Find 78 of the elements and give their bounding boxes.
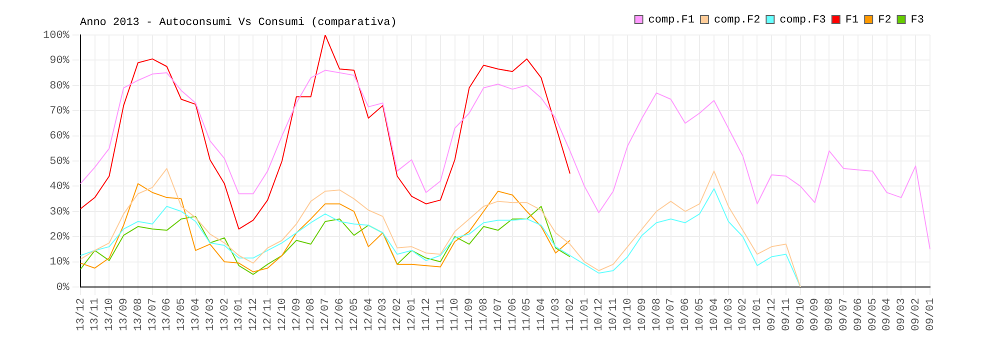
x-tick-label: 11/10	[450, 298, 462, 332]
x-tick-label: 12/06	[334, 298, 347, 332]
x-tick-label: 13/08	[132, 298, 145, 332]
y-tick-label: 0%	[56, 282, 70, 294]
y-tick-label: 90%	[50, 55, 70, 68]
x-tick-label: 11/07	[492, 298, 505, 332]
x-tick-label: 12/11	[262, 298, 275, 332]
x-tick-label: 11/05	[522, 298, 534, 332]
x-tick-label: 13/03	[204, 298, 217, 332]
x-tick-label: 11/09	[464, 298, 476, 332]
y-tick-label: 20%	[50, 232, 70, 244]
legend-label: comp.F1	[648, 14, 695, 26]
x-tick-label: 09/03	[896, 298, 908, 332]
x-tick-label: 11/03	[550, 298, 563, 332]
y-tick-label: 30%	[50, 206, 70, 218]
x-tick-label: 10/12	[594, 298, 606, 332]
y-tick-label: 70%	[50, 106, 70, 118]
x-tick-label: 09/06	[852, 298, 865, 332]
x-tick-label: 11/02	[564, 298, 577, 332]
x-tick-label: 12/03	[378, 298, 390, 332]
x-tick-label: 10/04	[708, 298, 721, 332]
x-tick-label: 13/12	[75, 298, 88, 332]
y-tick-label: 100%	[43, 30, 70, 42]
y-tick-label: 10%	[50, 256, 70, 269]
x-tick-label: 10/05	[694, 298, 707, 332]
legend-label: comp.F2	[714, 14, 760, 26]
x-tick-label: 10/11	[608, 298, 620, 332]
x-tick-label: 12/10	[276, 298, 289, 332]
x-tick-label: 12/08	[306, 298, 318, 332]
y-tick-label: 50%	[50, 156, 70, 168]
legend-label: comp.F3	[780, 14, 826, 26]
x-tick-label: 12/09	[291, 298, 304, 332]
x-tick-label: 10/03	[723, 298, 736, 332]
y-tick-label: 80%	[50, 80, 70, 92]
x-tick-label: 09/12	[766, 298, 779, 332]
legend-label: F1	[845, 14, 859, 26]
x-tick-label: 12/02	[392, 298, 404, 332]
x-tick-label: 13/10	[104, 298, 116, 332]
x-tick-label: 13/07	[147, 298, 160, 332]
x-tick-label: 11/11	[435, 298, 448, 332]
x-tick-label: 11/06	[507, 298, 520, 332]
y-tick-label: 40%	[50, 181, 70, 194]
x-tick-label: 12/05	[348, 298, 361, 332]
x-tick-label: 09/10	[795, 298, 808, 332]
x-tick-label: 09/05	[867, 298, 880, 332]
x-tick-label: 12/04	[363, 298, 376, 332]
x-tick-label: 10/02	[738, 298, 750, 332]
legend-label: F2	[878, 14, 892, 26]
x-tick-label: 11/08	[478, 298, 491, 332]
legend-label: F3	[910, 14, 924, 26]
x-tick-label: 09/11	[780, 298, 793, 332]
x-tick-label: 09/04	[882, 298, 894, 332]
x-tick-label: 10/08	[651, 298, 664, 332]
x-tick-label: 09/09	[810, 298, 822, 332]
x-tick-label: 09/02	[910, 298, 923, 332]
x-tick-label: 11/12	[420, 298, 433, 332]
x-tick-label: 13/05	[176, 298, 188, 332]
x-tick-label: 09/01	[924, 298, 937, 332]
x-tick-label: 12/07	[320, 298, 332, 332]
x-tick-label: 13/06	[162, 298, 174, 332]
x-tick-label: 13/04	[190, 298, 203, 332]
x-tick-label: 13/01	[234, 298, 246, 332]
x-tick-label: 12/01	[406, 298, 419, 332]
x-tick-label: 13/09	[118, 298, 131, 332]
x-tick-label: 09/08	[824, 298, 836, 332]
x-tick-label: 10/10	[622, 298, 635, 332]
x-tick-label: 11/01	[579, 298, 592, 332]
x-tick-label: 09/07	[838, 298, 851, 332]
x-tick-label: 11/04	[536, 298, 548, 332]
x-tick-label: 10/01	[752, 298, 764, 332]
chart-title: Anno 2013 - Autoconsumi Vs Consumi (comparativa)	[80, 17, 397, 29]
x-tick-label: 10/09	[636, 298, 649, 332]
x-tick-label: 13/11	[90, 298, 102, 332]
x-tick-label: 10/07	[666, 298, 678, 332]
x-tick-label: 10/06	[680, 298, 692, 332]
x-tick-label: 13/02	[219, 298, 232, 332]
y-tick-label: 60%	[50, 130, 70, 143]
x-tick-label: 12/12	[248, 298, 260, 332]
